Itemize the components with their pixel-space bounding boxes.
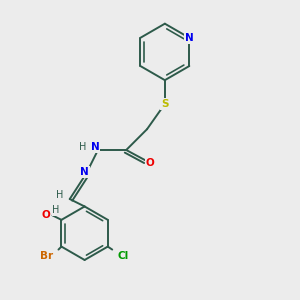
- Text: H: H: [56, 190, 63, 200]
- Text: H: H: [52, 205, 60, 215]
- Text: S: S: [161, 99, 169, 109]
- Text: Br: Br: [40, 250, 53, 260]
- Text: H: H: [80, 142, 87, 152]
- Text: N: N: [80, 167, 89, 177]
- Text: O: O: [146, 158, 154, 168]
- Text: O: O: [42, 210, 50, 220]
- Text: Cl: Cl: [117, 250, 128, 260]
- Text: N: N: [185, 33, 194, 43]
- Text: N: N: [91, 142, 99, 152]
